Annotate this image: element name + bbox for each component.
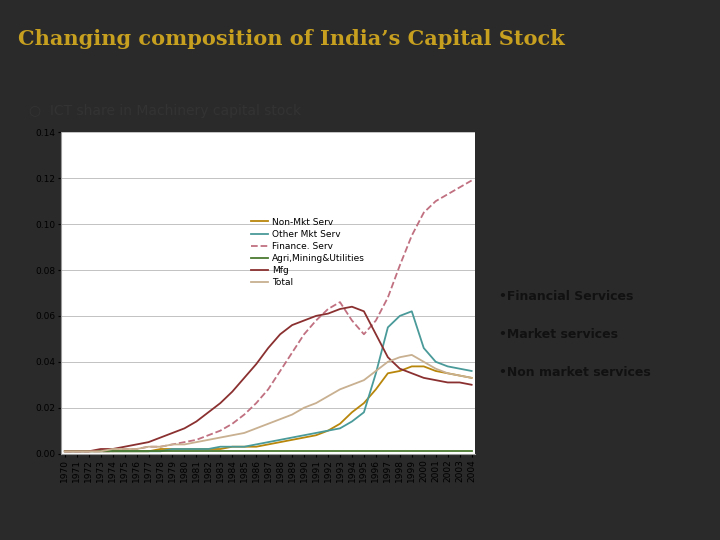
Text: ○  ICT share in Machinery capital stock: ○ ICT share in Machinery capital stock: [29, 104, 301, 118]
Text: •Financial Services: •Financial Services: [499, 289, 634, 302]
Legend: Non-Mkt Serv, Other Mkt Serv, Finance. Serv, Agri,Mining&Utilities, Mfg, Total: Non-Mkt Serv, Other Mkt Serv, Finance. S…: [248, 214, 369, 291]
Text: •Market services: •Market services: [499, 328, 618, 341]
Text: •Non market services: •Non market services: [499, 366, 651, 379]
Text: Changing composition of India’s Capital Stock: Changing composition of India’s Capital …: [18, 29, 564, 49]
